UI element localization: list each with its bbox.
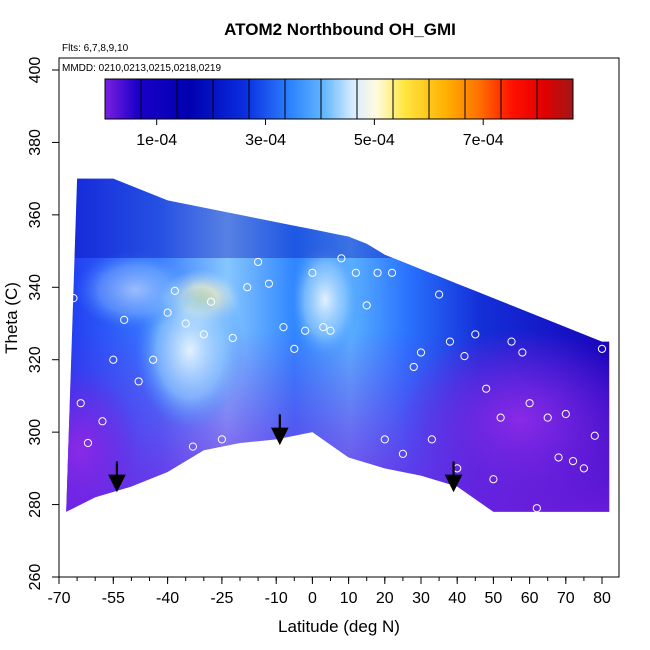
flight-point [518,348,527,357]
x-tick-label: 50 [485,590,503,607]
flight-point [471,330,480,339]
flight-point [554,453,563,462]
x-tick-label: 0 [308,590,317,607]
x-tick-label: -25 [210,590,233,607]
y-tick-label: 320 [27,346,44,373]
flight-point [149,355,158,364]
flight-point [76,399,85,408]
flight-point [308,268,317,277]
flight-point [597,344,607,353]
flight-point [134,377,143,386]
flight-point [373,268,382,277]
field-light-mid [290,240,360,360]
flight-point [120,315,129,324]
flight-point [351,268,360,277]
x-tick-label: -70 [47,590,70,607]
colorbar: 1e-04 3e-04 5e-04 7e-04 [104,78,574,149]
flight-point [427,435,436,444]
flight-point [188,442,198,451]
plot-frame [58,57,620,578]
flight-point [98,417,107,426]
y-tick-label: 360 [27,201,44,228]
colorbar-tick-label: 3e-04 [245,132,286,149]
y-tick-label: 400 [27,57,44,84]
flight-arrows [108,414,463,493]
x-tick-label: -10 [265,590,288,607]
flight-point [489,475,498,484]
colorbar-ramp [104,78,574,120]
flight-point [460,351,469,361]
flight-point [290,344,299,353]
colorbar-ticks: 1e-04 3e-04 5e-04 7e-04 [136,119,504,149]
flight-point [543,413,552,422]
flight-point [362,301,371,310]
flights-note: Flts: 6,7,8,9,10 [62,43,129,54]
flight-point [301,326,310,335]
flight-point [387,268,397,277]
flight-point [326,326,335,335]
flight-point [109,355,118,364]
flight-point [482,384,491,393]
flight-point [217,435,226,444]
flight-point [163,308,172,317]
flight-point [337,254,346,263]
y-tick-label: 260 [27,564,44,591]
flight-point [181,319,190,328]
flight-point [409,362,418,372]
y-tick-label: 380 [27,129,44,156]
x-tick-label: -40 [156,590,179,607]
flight-point [532,504,541,513]
dates-note: MMDD: 0210,0213,0215,0218,0219 [62,63,221,74]
x-tick-label: 60 [521,590,539,607]
flight-point [507,337,516,346]
flight-points [69,254,607,513]
colorbar-dividers [140,79,538,119]
y-axis: 260 280 300 320 340 360 380 400 [27,57,59,591]
flight-point [254,257,263,267]
x-axis: -70 -55 -40 -25 -10 0 10 20 30 40 50 60 70 80 [47,577,611,607]
x-tick-label: 30 [412,590,430,607]
x-tick-label: -55 [102,590,125,607]
y-tick-label: 280 [27,491,44,518]
x-axis-label: Latitude (deg N) [278,617,400,636]
flight-point [561,409,570,419]
field-light-upper [75,250,195,330]
flight-point [243,283,252,292]
x-tick-label: 20 [376,590,394,607]
flight-point [435,290,444,299]
flight-point [380,435,389,444]
flight-point [69,294,78,303]
flight-point [496,413,505,422]
flight-point [83,438,93,448]
field-purple-right [400,330,610,510]
chart-title: ATOM2 Northbound OH_GMI [224,20,456,39]
flight-point [416,348,426,357]
flight-point [319,323,328,332]
flight-point [445,337,455,346]
x-tick-label: 10 [340,590,358,607]
flight-point [264,279,274,288]
colorbar-tick-label: 7e-04 [463,132,504,149]
x-tick-label: 70 [557,590,575,607]
y-tick-label: 300 [27,419,44,446]
flight-point [206,297,216,306]
y-axis-label: Theta (C) [2,282,21,354]
colorbar-tick-label: 1e-04 [136,132,177,149]
x-tick-label: 40 [448,590,466,607]
flight-point [568,457,578,466]
x-tick-label: 80 [593,590,611,607]
flight-point [279,323,288,332]
colorbar-tick-label: 5e-04 [354,132,395,149]
heatmap-field [66,178,610,512]
flight-point [170,286,179,296]
flight-point [199,330,208,339]
flight-point [590,431,599,440]
flight-point [525,399,534,408]
flight-point [228,333,237,343]
y-tick-label: 340 [27,274,44,301]
flight-point [579,464,589,473]
flight-point [398,449,407,458]
